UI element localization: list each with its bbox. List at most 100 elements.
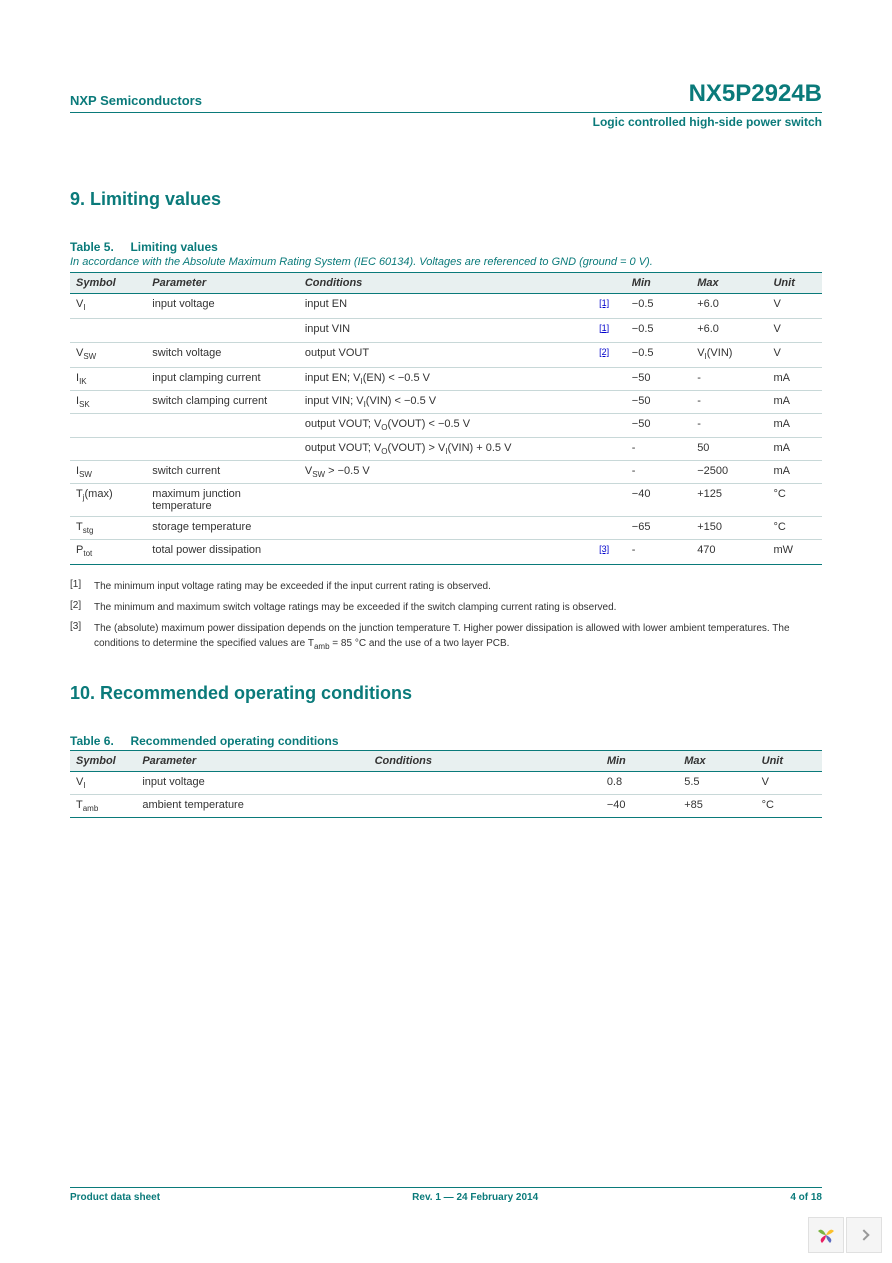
table-6: Symbol Parameter Conditions Min Max Unit… — [70, 750, 822, 818]
cell-ref — [593, 391, 626, 414]
cell-param — [146, 414, 299, 437]
footnote-link[interactable]: [2] — [599, 347, 609, 357]
cell-unit: V — [767, 318, 822, 343]
table-row: Tj(max)maximum junction temperature−40+1… — [70, 483, 822, 516]
col-ref — [593, 273, 626, 294]
cell-ref: [1] — [593, 318, 626, 343]
cell-unit: V — [767, 294, 822, 319]
col-unit: Unit — [767, 273, 822, 294]
footnote-text: The (absolute) maximum power dissipation… — [94, 621, 822, 653]
cell-symbol: Ptot — [70, 540, 146, 565]
cell-symbol: ISW — [70, 460, 146, 483]
section-9-title: 9. Limiting values — [70, 189, 822, 210]
cell-param: switch current — [146, 460, 299, 483]
cell-symbol: VI — [70, 771, 136, 794]
cell-unit: mA — [767, 460, 822, 483]
footnote-link[interactable]: [1] — [599, 298, 609, 308]
cell-symbol: Tamb — [70, 794, 136, 817]
cell-param: switch clamping current — [146, 391, 299, 414]
table-row: VIinput voltage0.85.5V — [70, 771, 822, 794]
cell-cond — [299, 540, 593, 565]
footnote-text: The minimum and maximum switch voltage r… — [94, 600, 822, 615]
cell-max: VI(VIN) — [691, 343, 767, 368]
cell-cond: VSW > −0.5 V — [299, 460, 593, 483]
footnote: [2]The minimum and maximum switch voltag… — [70, 600, 822, 615]
cell-unit: mA — [767, 391, 822, 414]
cell-max: +6.0 — [691, 318, 767, 343]
next-page-button[interactable] — [846, 1217, 882, 1253]
cell-symbol: IIK — [70, 367, 146, 390]
col-max: Max — [678, 750, 755, 771]
cell-ref — [593, 460, 626, 483]
cell-symbol — [70, 414, 146, 437]
cell-param: total power dissipation — [146, 540, 299, 565]
cell-unit: V — [756, 771, 822, 794]
cell-min: −0.5 — [626, 294, 691, 319]
table-row: ISKswitch clamping currentinput VIN; VI(… — [70, 391, 822, 414]
table-5: Symbol Parameter Conditions Min Max Unit… — [70, 272, 822, 565]
cell-max: - — [691, 367, 767, 390]
cell-min: −0.5 — [626, 343, 691, 368]
table-row: IIKinput clamping currentinput EN; VI(EN… — [70, 367, 822, 390]
cell-symbol: VSW — [70, 343, 146, 368]
footnotes-section: [1]The minimum input voltage rating may … — [70, 579, 822, 653]
table-header-row: Symbol Parameter Conditions Min Max Unit — [70, 273, 822, 294]
cell-ref — [593, 367, 626, 390]
cell-symbol — [70, 318, 146, 343]
col-symbol: Symbol — [70, 273, 146, 294]
cell-min: −50 — [626, 414, 691, 437]
cell-cond — [369, 771, 601, 794]
table-row: Tstgstorage temperature−65+150°C — [70, 516, 822, 539]
table-row: Tambambient temperature−40+85°C — [70, 794, 822, 817]
cell-unit: mA — [767, 437, 822, 460]
footnote-link[interactable]: [1] — [599, 323, 609, 333]
col-min: Min — [601, 750, 678, 771]
cell-max: - — [691, 414, 767, 437]
cell-symbol: Tstg — [70, 516, 146, 539]
nav-widget — [808, 1217, 882, 1253]
cell-symbol: ISK — [70, 391, 146, 414]
cell-cond: output VOUT; VO(VOUT) < −0.5 V — [299, 414, 593, 437]
cell-max: +6.0 — [691, 294, 767, 319]
company-name: NXP Semiconductors — [70, 93, 202, 108]
footnote-link[interactable]: [3] — [599, 544, 609, 554]
part-number: NX5P2924B — [689, 80, 822, 108]
cell-param: input voltage — [146, 294, 299, 319]
cell-param: switch voltage — [146, 343, 299, 368]
cell-min: −50 — [626, 367, 691, 390]
cell-ref: [2] — [593, 343, 626, 368]
cell-cond: input EN — [299, 294, 593, 319]
cell-ref — [593, 437, 626, 460]
col-parameter: Parameter — [136, 750, 368, 771]
cell-max: 50 — [691, 437, 767, 460]
table-row: ISWswitch currentVSW > −0.5 V-−2500mA — [70, 460, 822, 483]
cell-symbol — [70, 437, 146, 460]
cell-ref — [593, 483, 626, 516]
cell-unit: °C — [767, 516, 822, 539]
footnote-text: The minimum input voltage rating may be … — [94, 579, 822, 594]
cell-min: - — [626, 460, 691, 483]
col-unit: Unit — [756, 750, 822, 771]
cell-min: −40 — [601, 794, 678, 817]
table-row: VSWswitch voltageoutput VOUT[2]−0.5VI(VI… — [70, 343, 822, 368]
footer-left: Product data sheet — [70, 1192, 160, 1203]
cell-unit: °C — [767, 483, 822, 516]
cell-param: maximum junction temperature — [146, 483, 299, 516]
cell-cond: input EN; VI(EN) < −0.5 V — [299, 367, 593, 390]
col-parameter: Parameter — [146, 273, 299, 294]
footnote-num: [2] — [70, 600, 94, 615]
cell-max: 470 — [691, 540, 767, 565]
cell-cond — [299, 483, 593, 516]
cell-max: +150 — [691, 516, 767, 539]
cell-min: −65 — [626, 516, 691, 539]
footnote-num: [3] — [70, 621, 94, 653]
cell-ref: [3] — [593, 540, 626, 565]
cell-min: −40 — [626, 483, 691, 516]
cell-cond: output VOUT; VO(VOUT) > VI(VIN) + 0.5 V — [299, 437, 593, 460]
table-6-title: Table 6. Recommended operating condition… — [70, 734, 822, 748]
page-footer: Product data sheet Rev. 1 — 24 February … — [70, 1187, 822, 1203]
cell-min: −0.5 — [626, 318, 691, 343]
cell-max: - — [691, 391, 767, 414]
logo-button[interactable] — [808, 1217, 844, 1253]
cell-unit: mA — [767, 367, 822, 390]
